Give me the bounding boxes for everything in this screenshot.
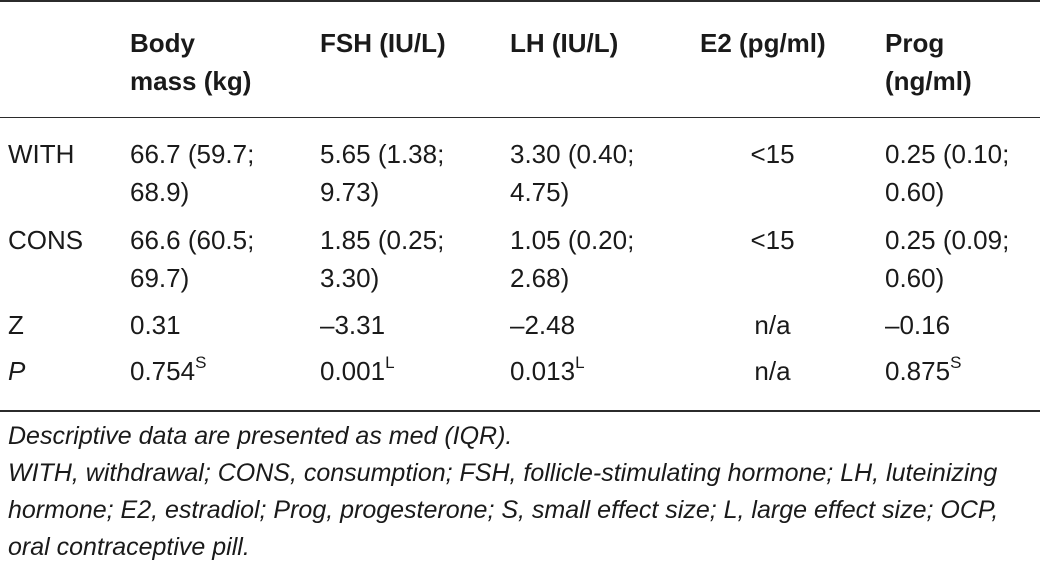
- table-cell: n/a: [754, 356, 791, 386]
- p-value: 0.754: [130, 356, 196, 386]
- effect-size-marker: S: [950, 353, 962, 372]
- table-top-rule: [0, 0, 1040, 2]
- effect-size-marker: L: [575, 353, 585, 372]
- table-cell: 1.85 (0.25;: [320, 225, 445, 255]
- header-e2: E2 (pg/ml): [700, 28, 826, 58]
- table-cell: 0.31: [130, 310, 181, 340]
- table-cell: 0.25 (0.09;: [885, 225, 1010, 255]
- header-prog: Prog: [885, 28, 945, 58]
- table-cell: 9.73): [320, 177, 380, 207]
- table-cell: <15: [750, 225, 795, 255]
- table-cell: 0.60): [885, 263, 945, 293]
- table-cell: 5.65 (1.38;: [320, 139, 445, 169]
- header-fsh: FSH (IU/L): [320, 28, 446, 58]
- p-value: 0.001: [320, 356, 386, 386]
- header-body-mass-unit: mass (kg): [130, 66, 252, 96]
- table-bottom-rule: [0, 410, 1040, 412]
- table-cell: 66.6 (60.5;: [130, 225, 255, 255]
- table-footnote-abbreviations: WITH, withdrawal; CONS, consumption; FSH…: [8, 459, 999, 561]
- table-cell: <15: [750, 139, 795, 169]
- table-cell: 68.9): [130, 177, 190, 207]
- header-rule: [0, 117, 1040, 118]
- table-cell: 69.7): [130, 263, 190, 293]
- table-cell: 66.7 (59.7;: [130, 139, 255, 169]
- row-label-z: Z: [8, 310, 24, 340]
- table-cell: 0.001L: [320, 352, 395, 390]
- row-label-p: P: [8, 356, 26, 386]
- p-value: 0.875: [885, 356, 951, 386]
- table-cell: –2.48: [510, 310, 576, 340]
- table-cell: 1.05 (0.20;: [510, 225, 635, 255]
- header-body-mass: Body: [130, 28, 195, 58]
- table-cell: –0.16: [885, 310, 951, 340]
- effect-size-marker: S: [195, 353, 207, 372]
- table-footnote: Descriptive data are presented as med (I…: [8, 422, 513, 450]
- table-cell: –3.31: [320, 310, 386, 340]
- table-cell: 2.68): [510, 263, 570, 293]
- table-cell: 0.60): [885, 177, 945, 207]
- table-cell: 0.25 (0.10;: [885, 139, 1010, 169]
- table-cell: 0.754S: [130, 352, 206, 390]
- table-cell: 3.30 (0.40;: [510, 139, 635, 169]
- table-cell: 4.75): [510, 177, 570, 207]
- table-cell: 0.013L: [510, 352, 585, 390]
- table-cell: 3.30): [320, 263, 380, 293]
- header-prog-unit: (ng/ml): [885, 66, 972, 96]
- row-label-with: WITH: [8, 139, 75, 169]
- effect-size-marker: L: [385, 353, 395, 372]
- table-cell: n/a: [754, 310, 791, 340]
- row-label-cons: CONS: [8, 225, 84, 255]
- p-value: 0.013: [510, 356, 576, 386]
- header-lh: LH (IU/L): [510, 28, 619, 58]
- table-cell: 0.875S: [885, 352, 961, 390]
